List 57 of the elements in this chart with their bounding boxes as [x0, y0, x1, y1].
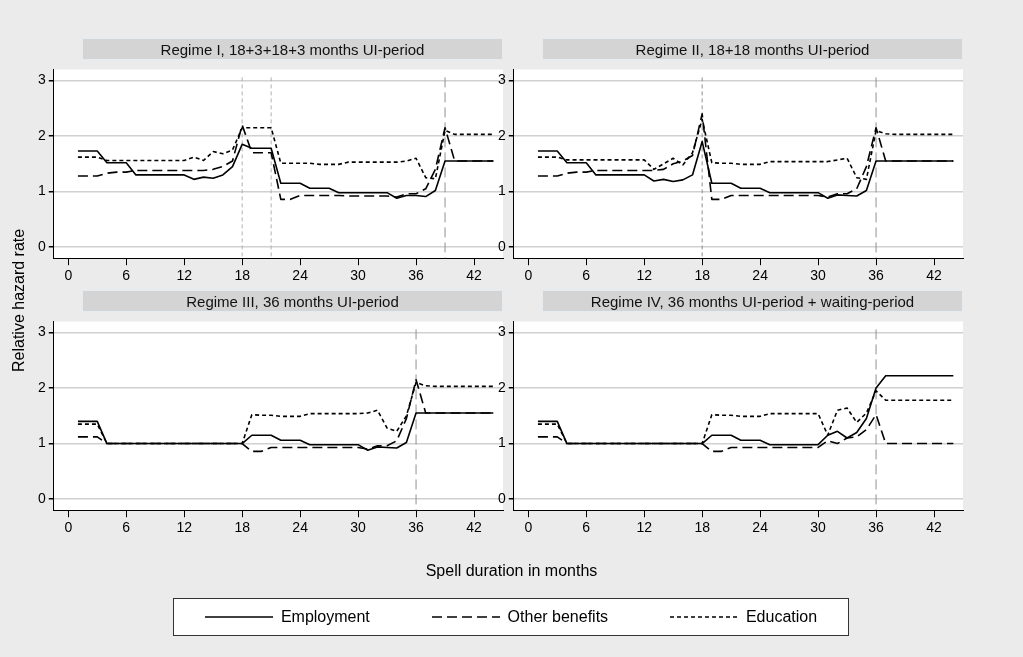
y-tick-label: 2 — [497, 378, 506, 395]
x-tick-label: 36 — [868, 519, 885, 536]
x-tick-label: 12 — [636, 519, 653, 536]
x-tick-label: 42 — [926, 267, 943, 284]
x-tick-label: 30 — [350, 267, 367, 284]
x-tick-label: 42 — [466, 519, 483, 536]
x-tick-label: 24 — [292, 267, 309, 284]
x-tick-label: 6 — [122, 519, 131, 536]
x-tick-label: 6 — [122, 267, 131, 284]
y-tick-label: 0 — [497, 237, 506, 254]
x-tick-label: 24 — [752, 267, 769, 284]
y-tick-label: 3 — [37, 71, 46, 88]
x-tick-label: 42 — [926, 519, 943, 536]
x-tick-label: 6 — [582, 519, 591, 536]
y-tick-label: 1 — [497, 182, 506, 199]
x-tick-label: 18 — [234, 519, 251, 536]
x-tick-label: 0 — [524, 267, 533, 284]
y-tick-label: 2 — [37, 126, 46, 143]
x-tick-label: 36 — [408, 519, 425, 536]
x-tick-label: 24 — [752, 519, 769, 536]
y-tick-label: 0 — [37, 237, 46, 254]
x-tick-label: 0 — [524, 519, 533, 536]
legend-label: Employment — [280, 608, 370, 626]
chart-title: Regime III, 36 months UI-period — [82, 290, 503, 312]
legend-label: Education — [745, 608, 818, 626]
x-tick-label: 30 — [810, 267, 827, 284]
chart-title: Regime IV, 36 months UI-period + waiting-period — [542, 290, 963, 312]
chart-title: Regime I, 18+3+18+3 months UI-period — [82, 38, 503, 60]
x-tick-label: 42 — [466, 267, 483, 284]
chart-title: Regime II, 18+18 months UI-period — [542, 38, 963, 60]
x-tick-label: 18 — [234, 267, 251, 284]
y-tick-label: 1 — [37, 434, 46, 451]
y-tick-label: 2 — [497, 126, 506, 143]
x-tick-label: 30 — [350, 519, 367, 536]
x-tick-label: 30 — [810, 519, 827, 536]
y-tick-label: 0 — [497, 489, 506, 506]
x-tick-label: 0 — [64, 267, 73, 284]
x-tick-label: 12 — [636, 267, 653, 284]
x-tick-label: 6 — [582, 267, 591, 284]
y-tick-label: 1 — [497, 434, 506, 451]
y-tick-label: 2 — [37, 378, 46, 395]
y-tick-label: 3 — [37, 323, 46, 340]
y-tick-label: 3 — [497, 323, 506, 340]
y-tick-label: 0 — [37, 489, 46, 506]
x-tick-label: 36 — [868, 267, 885, 284]
x-tick-label: 0 — [64, 519, 73, 536]
y-tick-label: 3 — [497, 71, 506, 88]
x-tick-label: 12 — [176, 267, 193, 284]
x-tick-label: 18 — [694, 519, 711, 536]
x-tick-label: 24 — [292, 519, 309, 536]
x-tick-label: 36 — [408, 267, 425, 284]
x-tick-label: 12 — [176, 519, 193, 536]
y-axis-title: Relative hazard rate — [10, 228, 28, 372]
x-tick-label: 18 — [694, 267, 711, 284]
y-tick-label: 1 — [37, 182, 46, 199]
legend-label: Other benefits — [507, 608, 609, 626]
x-axis-title: Spell duration in months — [424, 562, 599, 580]
